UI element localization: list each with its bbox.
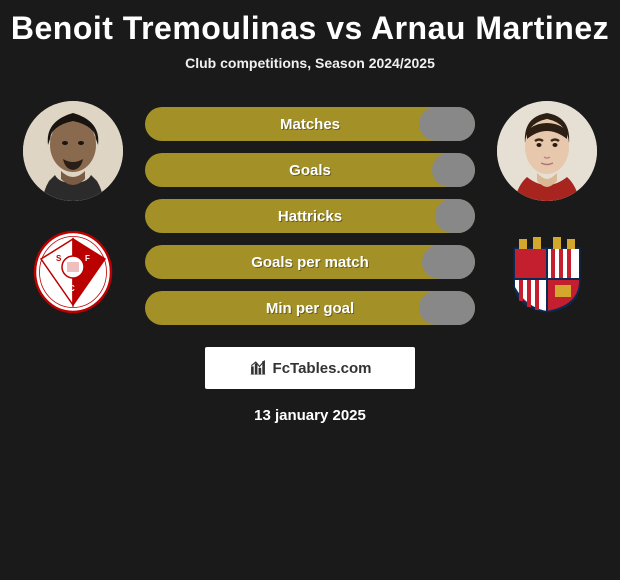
stat-bar-fill (419, 107, 475, 141)
stat-label: Goals (289, 162, 331, 179)
stat-label: Hattricks (278, 208, 342, 225)
brand-box[interactable]: FcTables.com (205, 347, 415, 389)
stat-bar-matches: Matches 19 (145, 107, 475, 141)
chart-icon (249, 359, 267, 377)
stat-bar-fill (419, 291, 475, 325)
stat-bar-hattricks: Hattricks 0 (145, 199, 475, 233)
main-row: S F C Matches 19 Goals 2 Hattricks 0 (0, 101, 620, 325)
player-right-avatar (497, 101, 597, 201)
stat-bar-goals: Goals 2 (145, 153, 475, 187)
brand-text: FcTables.com (273, 360, 372, 377)
stat-bar-mpg: Min per goal 899 (145, 291, 475, 325)
player-right-face-icon (497, 101, 597, 201)
left-column: S F C (23, 101, 123, 313)
svg-text:C: C (69, 284, 75, 293)
girona-badge-icon (497, 231, 597, 313)
stat-label: Min per goal (266, 300, 354, 317)
svg-text:F: F (85, 254, 90, 263)
page-title: Benoit Tremoulinas vs Arnau Martinez (0, 10, 620, 47)
stat-bar-fill (435, 199, 475, 233)
right-column (497, 101, 597, 313)
club-left-badge: S F C (23, 231, 123, 313)
comparison-card: Benoit Tremoulinas vs Arnau Martinez Clu… (0, 0, 620, 424)
stat-label: Goals per match (251, 254, 369, 271)
club-right-badge (497, 231, 597, 313)
player-left-face-icon (23, 101, 123, 201)
stat-bar-gpm: Goals per match 0.11 (145, 245, 475, 279)
stat-bar-fill (422, 245, 475, 279)
svg-text:S: S (56, 254, 62, 263)
stat-bars: Matches 19 Goals 2 Hattricks 0 Goals per… (145, 101, 475, 325)
stat-bar-fill (432, 153, 475, 187)
date-text: 13 january 2025 (0, 407, 620, 424)
subtitle: Club competitions, Season 2024/2025 (0, 55, 620, 71)
sevilla-badge-icon: S F C (23, 231, 123, 313)
player-left-avatar (23, 101, 123, 201)
stat-label: Matches (280, 116, 340, 133)
